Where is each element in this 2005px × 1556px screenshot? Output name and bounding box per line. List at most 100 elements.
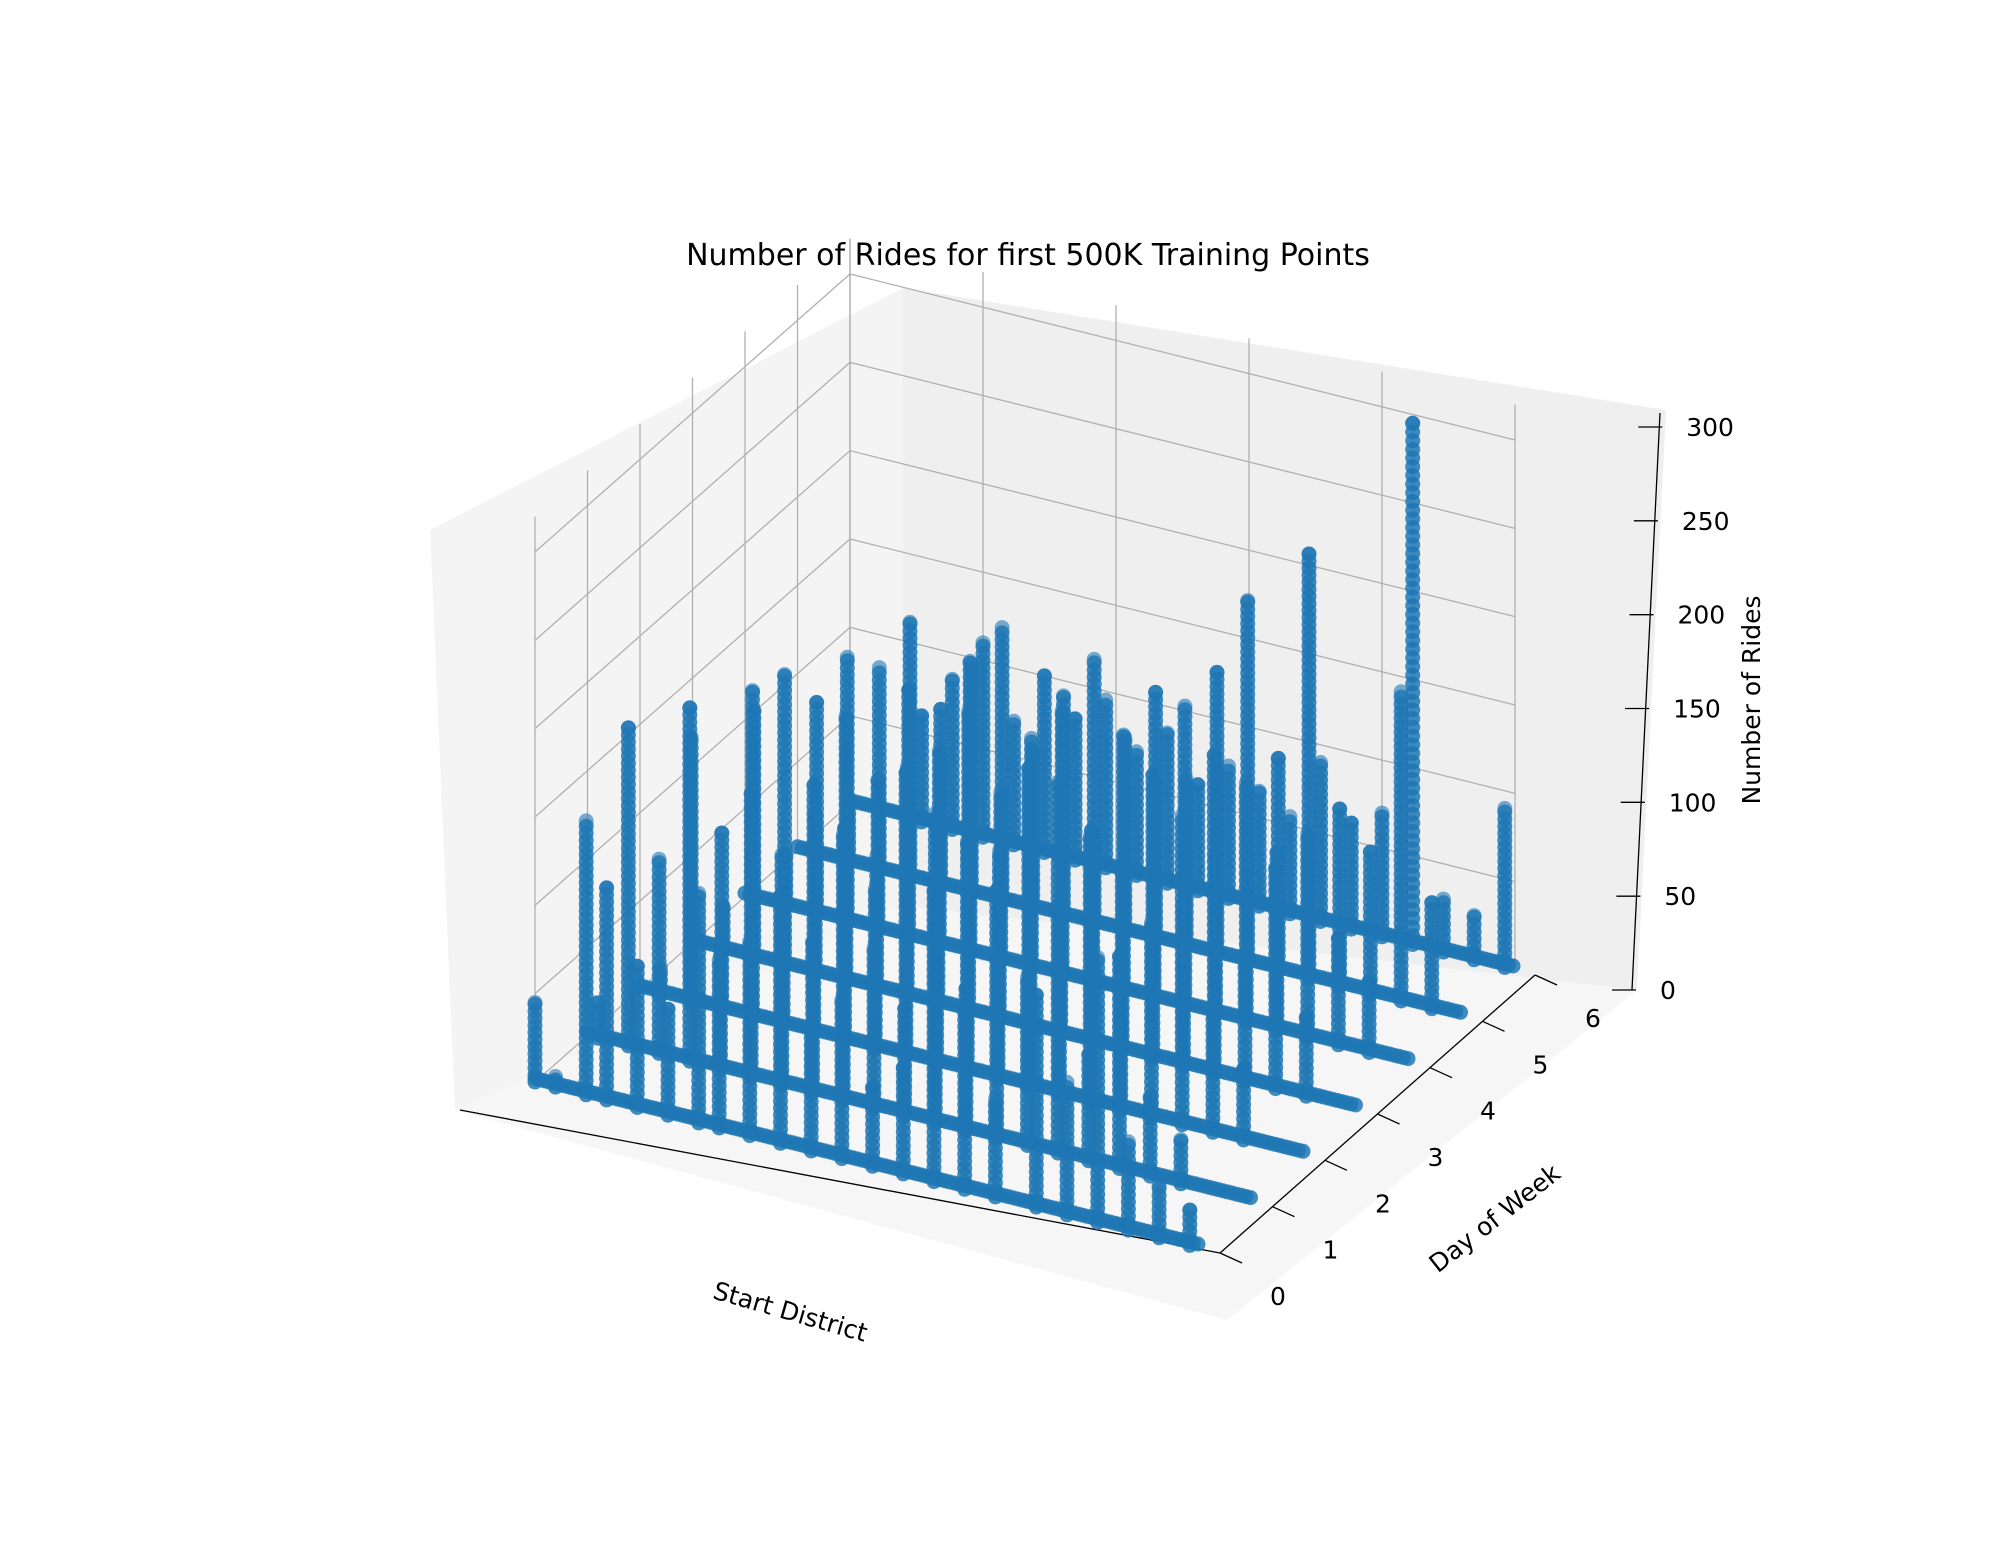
scatter-point [1173,1132,1189,1148]
scatter-point [1082,829,1098,845]
scatter-point [1298,1009,1314,1025]
scatter-point [1098,692,1114,708]
scatter-point [1238,775,1254,791]
scatter-point [897,1001,913,1017]
scatter-point [989,883,1005,898]
scatter-point [1205,1001,1221,1017]
scatter-point [926,882,942,898]
scatter-point [599,880,615,896]
scatter-point [1313,755,1329,770]
scatter-point [806,777,822,793]
scatter-point [1116,727,1131,743]
scatter-point [1056,688,1071,704]
scatter-point [1343,815,1359,831]
scatter-point [866,940,882,956]
scatter-point [835,827,851,842]
scatter-point [1466,908,1482,924]
scatter-point [1362,844,1378,860]
scatter-point [869,849,885,864]
scatter-point [742,933,758,949]
scatter-point [1393,684,1409,700]
scatter-point [993,785,1009,801]
scatter-point [682,700,698,716]
scatter-point [987,1092,1003,1108]
scatter-point [902,614,918,630]
scatter-point [901,682,917,698]
scatter-point [1301,546,1317,562]
scatter-point [1114,866,1130,882]
scatter-point [931,743,947,759]
scatter-point [1435,891,1451,907]
scatter-point [1332,801,1348,817]
scatter-point [933,701,949,717]
scatter-point [865,1079,881,1095]
scatter-point [1361,974,1377,990]
scatter-point [651,851,667,867]
scatter-point [691,885,707,901]
scatter-point [991,844,1007,860]
scatter-point [620,720,636,736]
scatter-point [1177,698,1193,714]
scatter-point [1145,767,1161,783]
scatter-points [527,415,1521,1253]
scatter-point [1295,1143,1311,1159]
scatter-point [809,695,825,710]
scatter-point [871,660,887,676]
scatter-point [713,937,728,953]
scatter-point [895,1060,911,1076]
scatter-point [944,671,960,687]
scatter-point [527,995,543,1010]
scatter-point [1237,949,1253,965]
scatter-point [1236,1061,1252,1077]
scatter-point [834,992,850,1008]
scatter-point [1112,949,1127,964]
scatter-point [1142,1089,1158,1105]
scatter-point [1006,713,1022,729]
scatter-point [1190,777,1206,793]
scatter-point [548,1069,563,1084]
scatter-point [914,708,930,724]
scatter-point [1221,758,1236,774]
scatter-point [870,772,886,788]
scatter-point [1129,744,1144,760]
scatter-point [1054,703,1070,719]
scatter-point [1059,1074,1075,1090]
scatter-point [803,1019,819,1035]
scatter-point [1400,1051,1416,1067]
scatter-point [773,888,788,904]
scatter-point [1243,1190,1258,1206]
scatter-point [838,708,854,724]
scatter-point [1251,783,1267,799]
scatter-point [629,958,645,974]
scatter-point [927,805,943,821]
scatter-point [962,653,978,669]
z-axis-line [1631,412,1661,991]
scatter-point [975,635,991,651]
scatter-point [1282,809,1298,825]
scatter-point [743,786,759,802]
scatter-point [1269,845,1285,861]
scatter-point [805,934,821,950]
scatter-point [1024,731,1039,746]
scatter-point [1453,1004,1468,1020]
scatter-point [961,704,977,720]
scatter-point [1206,747,1222,763]
scatter-point [1019,970,1035,986]
scatter-point [1270,750,1286,766]
scatter-point [1148,684,1164,700]
scatter-point [1268,860,1284,876]
scatter-point [994,620,1010,636]
scatter-point [1240,593,1256,608]
scatter-point [777,667,793,682]
scatter-point [1021,760,1037,776]
scatter-point [714,825,730,841]
scatter-point [1348,1097,1363,1113]
scatter-point [578,813,594,829]
scatter-point [1028,987,1044,1003]
scatter-point [1405,415,1421,431]
scatter-point [774,847,790,862]
scatter-point [1050,774,1066,790]
scatter-point [1159,725,1175,741]
scatter-point [839,649,855,665]
